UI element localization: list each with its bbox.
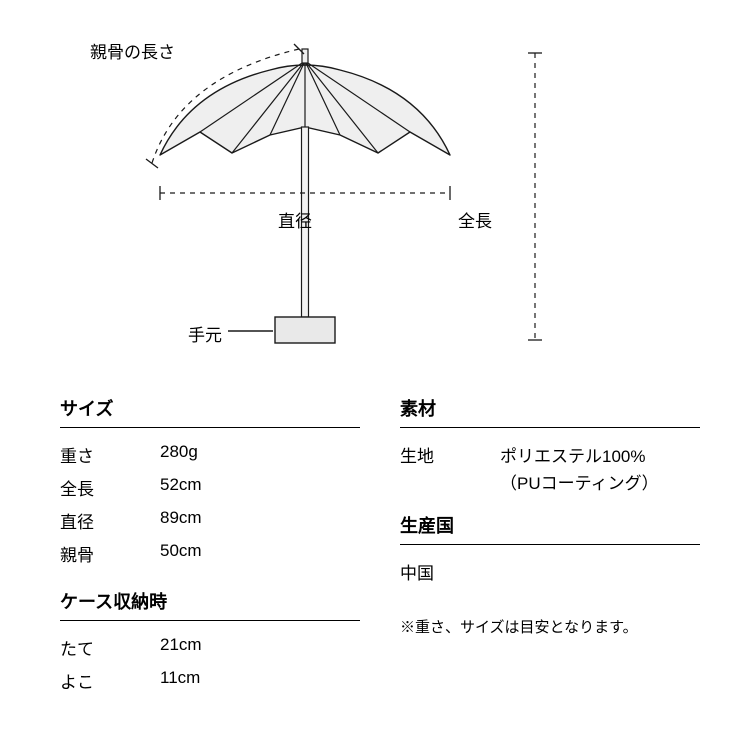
case-title: ケース収納時 [60,588,360,621]
spec-value: ポリエステル100% [500,442,700,467]
spec-row: 中国 [400,555,700,588]
spec-label: よこ [60,668,160,693]
spec-row: 重さ 280g [60,438,360,471]
spec-row: よこ 11cm [60,664,360,697]
footnote: ※重さ、サイズは目安となります。 [400,616,700,637]
origin-title: 生産国 [400,512,700,545]
spec-value: 11cm [160,668,360,693]
spec-label: 親骨 [60,541,160,566]
spec-label: 直径 [60,508,160,533]
spec-value: 89cm [160,508,360,533]
spec-value: 21cm [160,635,360,660]
spec-label: 重さ [60,442,160,467]
spec-value-sub: （PUコーティング） [400,469,700,494]
spec-value: 280g [160,442,360,467]
spec-value: 50cm [160,541,360,566]
umbrella-svg [80,35,620,375]
label-rib-length: 親骨の長さ [90,38,175,63]
spec-label: たて [60,635,160,660]
spec-row: 直径 89cm [60,504,360,537]
spec-row: 全長 52cm [60,471,360,504]
umbrella-handle [275,317,335,343]
label-total-length: 全長 [458,207,492,232]
umbrella-diagram: 親骨の長さ 直径 全長 手元 [80,35,620,375]
spec-row: たて 21cm [60,631,360,664]
spec-label: 生地 [400,442,500,467]
origin-value: 中国 [400,559,700,584]
spec-row: 親骨 50cm [60,537,360,570]
size-title: サイズ [60,395,360,428]
spec-row: 生地 ポリエステル100% [400,438,700,471]
left-column: サイズ 重さ 280g 全長 52cm 直径 89cm 親骨 50cm ケース収… [60,395,360,697]
label-diameter: 直径 [278,207,312,232]
spec-label: 全長 [60,475,160,500]
material-title: 素材 [400,395,700,428]
label-handle: 手元 [188,321,222,346]
right-column: 素材 生地 ポリエステル100% （PUコーティング） 生産国 中国 ※重さ、サ… [400,395,700,637]
spec-value: 52cm [160,475,360,500]
